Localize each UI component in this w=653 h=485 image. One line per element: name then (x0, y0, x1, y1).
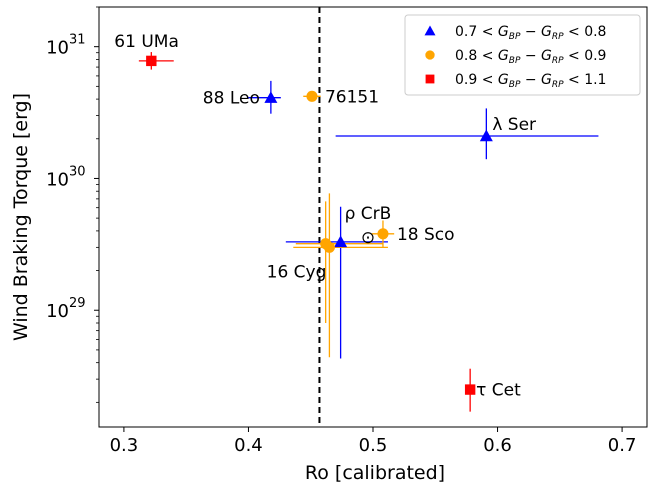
y-tick-label: 10 (46, 301, 69, 322)
x-tick-label: 0.4 (234, 435, 263, 456)
data-point (479, 129, 493, 142)
y-tick-exponent: 30 (69, 164, 86, 179)
legend-label: 0.7 < GBP − GRP < 0.8 (455, 24, 606, 42)
point-label: τ Cet (476, 381, 521, 401)
legend: 0.7 < GBP − GRP < 0.8 0.8 < GBP − GRP < 0… (404, 14, 641, 96)
point-label: ρ CrB (345, 204, 392, 224)
legend-box (404, 14, 641, 96)
legend-marker (425, 74, 435, 84)
data-point (264, 91, 278, 103)
y-tick-exponent: 31 (69, 33, 86, 48)
point-label: 18 Sco (397, 225, 455, 245)
data-point (464, 384, 476, 395)
data-point (377, 228, 389, 240)
x-tick-label: 0.3 (110, 435, 139, 456)
y-tick-label: 10 (46, 38, 69, 59)
x-tick-label: 0.5 (359, 435, 388, 456)
y-axis-title: Wind Braking Torque [erg] (10, 93, 32, 341)
data-markers: ⊙ (146, 55, 493, 395)
y-tick-label: 10 (46, 169, 69, 190)
x-tick-label: 0.6 (483, 435, 512, 456)
legend-marker (425, 50, 435, 60)
point-label: λ Ser (492, 115, 536, 135)
data-point (323, 241, 335, 253)
sun-symbol: ⊙ (361, 228, 375, 248)
legend-label: 0.9 < GBP − GRP < 1.1 (455, 72, 606, 90)
data-point (146, 55, 157, 67)
x-axis-title: Ro [calibrated] (305, 462, 445, 484)
y-tick-exponent: 29 (69, 296, 86, 311)
point-label: 61 UMa (114, 32, 179, 52)
point-label: 76151 (325, 87, 379, 107)
legend-label: 0.8 < GBP − GRP < 0.9 (455, 48, 606, 66)
data-point (334, 235, 348, 248)
data-point (306, 90, 318, 102)
point-label: 16 Cyg (267, 262, 327, 282)
x-tick-label: 0.7 (608, 435, 637, 456)
legend-marker (424, 25, 436, 36)
point-label: 88 Leo (203, 89, 260, 109)
